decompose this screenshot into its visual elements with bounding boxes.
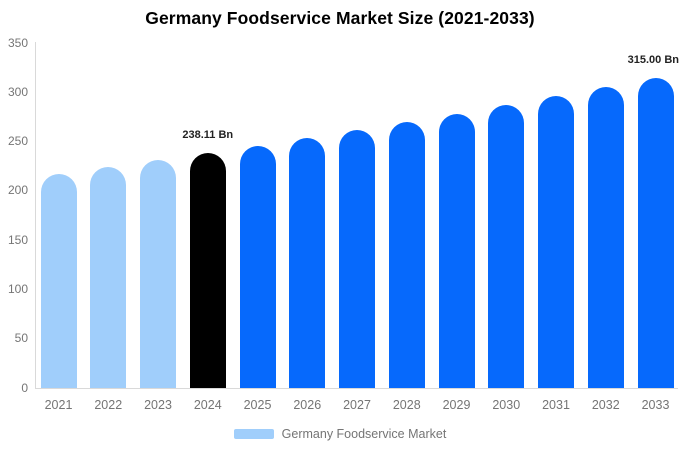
- x-tick-label-2027: 2027: [343, 398, 371, 412]
- bar-2028: [388, 122, 425, 388]
- value-label-2024: 238.11 Bn: [182, 129, 234, 142]
- bar-2021: [40, 174, 77, 388]
- bar-2024: [189, 153, 226, 388]
- bar-2023: [140, 160, 176, 388]
- bar-2029: [438, 113, 475, 388]
- bar-2033: [637, 77, 674, 388]
- x-tick-label-2023: 2023: [144, 398, 172, 412]
- x-tick-label-2032: 2032: [591, 398, 620, 412]
- x-tick-label-2031: 2031: [542, 398, 570, 412]
- y-tick-label-250: 250: [7, 134, 28, 149]
- bar-2032: [587, 86, 624, 388]
- chart-title: Germany Foodservice Market Size (2021-20…: [145, 8, 535, 28]
- y-tick-label-350: 350: [7, 35, 28, 50]
- value-label-2033: 315.00 Bn: [627, 53, 679, 66]
- bar-2031: [538, 96, 574, 388]
- bar-2022: [90, 167, 127, 388]
- x-tick-label-2024: 2024: [193, 398, 222, 412]
- x-tick-label-2026: 2026: [293, 398, 322, 412]
- bar-2030: [488, 105, 525, 388]
- legend: Germany Foodservice Market: [0, 426, 680, 442]
- y-tick-label-100: 100: [7, 281, 28, 296]
- y-tick-label-200: 200: [7, 183, 28, 198]
- y-tick-label-0: 0: [21, 380, 28, 395]
- bar-2025: [239, 145, 276, 388]
- x-axis-line: [35, 388, 678, 389]
- x-tick-label-2033: 2033: [641, 398, 670, 412]
- y-tick-label-300: 300: [7, 84, 28, 99]
- x-tick-label-2021: 2021: [44, 398, 73, 412]
- x-tick-label-2029: 2029: [442, 398, 471, 412]
- y-axis-line: [35, 42, 36, 388]
- legend-label: Germany Foodservice Market: [281, 427, 447, 441]
- x-tick-label-2028: 2028: [392, 398, 421, 412]
- x-tick-label-2025: 2025: [243, 398, 272, 412]
- x-tick-label-2022: 2022: [94, 398, 123, 412]
- x-tick-label-2030: 2030: [492, 398, 521, 412]
- bar-2027: [339, 130, 375, 388]
- y-tick-label-50: 50: [14, 331, 28, 346]
- legend-color-swatch: [233, 429, 274, 439]
- bar-2026: [289, 138, 326, 388]
- y-tick-label-150: 150: [7, 232, 28, 247]
